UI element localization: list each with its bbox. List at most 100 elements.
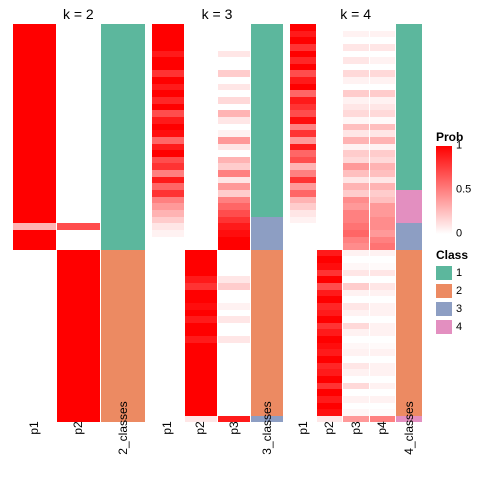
cell <box>317 376 343 383</box>
cell <box>152 64 184 71</box>
cell <box>185 336 217 343</box>
cell <box>101 223 144 230</box>
cell <box>396 104 422 111</box>
heatmap-column <box>369 24 396 422</box>
cell <box>57 130 100 137</box>
cell <box>290 197 316 204</box>
cell <box>152 144 184 151</box>
cell <box>101 190 144 197</box>
cell <box>13 383 56 390</box>
cell <box>185 376 217 383</box>
heatmap-column <box>289 24 316 422</box>
heatmap-column <box>100 24 144 422</box>
cell <box>343 296 369 303</box>
cell <box>185 323 217 330</box>
cell <box>185 356 217 363</box>
cell <box>57 31 100 38</box>
cell <box>185 270 217 277</box>
cell <box>343 37 369 44</box>
cell <box>251 70 283 77</box>
cell <box>101 97 144 104</box>
cell <box>343 363 369 370</box>
cell <box>343 210 369 217</box>
cell <box>290 57 316 64</box>
cell <box>251 329 283 336</box>
cell <box>290 369 316 376</box>
cell <box>152 403 184 410</box>
prob-tick: 0.5 <box>456 185 471 196</box>
cell <box>370 290 396 297</box>
cell <box>343 396 369 403</box>
cell <box>218 37 250 44</box>
cell <box>185 190 217 197</box>
cell <box>370 409 396 416</box>
cell <box>370 130 396 137</box>
cell <box>343 310 369 317</box>
cell <box>251 163 283 170</box>
cell <box>13 97 56 104</box>
cell <box>218 250 250 257</box>
cell <box>317 356 343 363</box>
cell <box>251 170 283 177</box>
cell <box>396 290 422 297</box>
cell <box>317 51 343 58</box>
cell <box>396 90 422 97</box>
cell <box>218 177 250 184</box>
cell <box>185 276 217 283</box>
cell <box>152 210 184 217</box>
cell <box>370 77 396 84</box>
cell <box>317 157 343 164</box>
cell <box>396 237 422 244</box>
cell <box>396 44 422 51</box>
panel-k3: k = 3p1p2p33_classes <box>151 6 284 476</box>
cell <box>101 84 144 91</box>
cell <box>13 403 56 410</box>
cell <box>101 243 144 250</box>
panel-title: k = 2 <box>12 6 145 24</box>
class-legend-item: 2 <box>436 282 498 300</box>
cell <box>13 104 56 111</box>
cell <box>218 316 250 323</box>
cell <box>57 369 100 376</box>
cell <box>251 57 283 64</box>
cell <box>251 336 283 343</box>
cell <box>152 183 184 190</box>
cell <box>13 389 56 396</box>
cell <box>396 177 422 184</box>
cell <box>101 163 144 170</box>
cell <box>13 217 56 224</box>
cell <box>290 250 316 257</box>
x-label: p2 <box>316 422 343 476</box>
cell <box>57 290 100 297</box>
cell <box>152 90 184 97</box>
cell <box>290 44 316 51</box>
cell <box>370 383 396 390</box>
cell <box>396 197 422 204</box>
cell <box>185 64 217 71</box>
cell <box>218 130 250 137</box>
cell <box>185 90 217 97</box>
cell <box>218 124 250 131</box>
cell <box>101 389 144 396</box>
cell <box>185 97 217 104</box>
cell <box>57 329 100 336</box>
cell <box>343 104 369 111</box>
cell <box>185 223 217 230</box>
cell <box>152 24 184 31</box>
cell <box>317 130 343 137</box>
heatmap-column <box>250 24 283 422</box>
cell <box>317 183 343 190</box>
cell <box>101 363 144 370</box>
cell <box>101 263 144 270</box>
cell <box>57 37 100 44</box>
x-label: p2 <box>56 422 100 476</box>
cell <box>343 97 369 104</box>
cell <box>101 144 144 151</box>
cell <box>317 190 343 197</box>
cell <box>13 57 56 64</box>
cell <box>57 336 100 343</box>
cell <box>343 163 369 170</box>
cell <box>343 376 369 383</box>
prob-legend-title: Prob <box>436 130 498 144</box>
cell <box>13 323 56 330</box>
